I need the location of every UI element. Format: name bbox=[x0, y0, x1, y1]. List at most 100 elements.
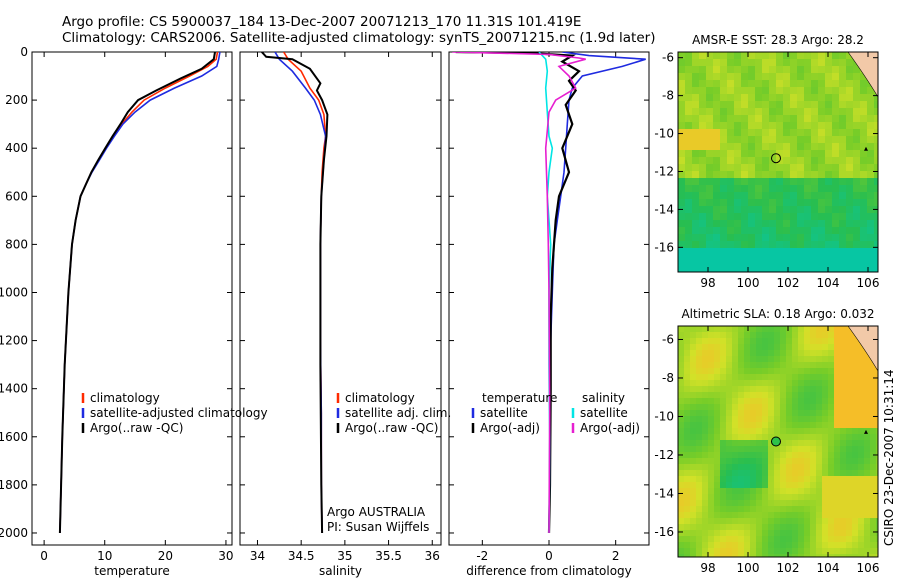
sla-map-cell bbox=[828, 386, 835, 393]
sla-map-cell bbox=[684, 350, 691, 357]
sla-map-cell bbox=[690, 428, 697, 435]
sst-map-cell bbox=[748, 241, 756, 249]
sla-map-cell bbox=[756, 392, 763, 399]
sst-map-cell bbox=[832, 241, 840, 249]
sst-map-cell bbox=[790, 262, 798, 270]
sst-map-cell bbox=[685, 101, 693, 109]
temperature-series-line bbox=[59, 52, 219, 534]
sla-map-cell bbox=[780, 536, 787, 543]
sla-map-cell bbox=[834, 410, 841, 417]
sla-map-cell bbox=[732, 434, 739, 441]
sla-map-cell bbox=[828, 344, 835, 351]
sst-map-cell bbox=[790, 87, 798, 95]
sst-map-cell bbox=[804, 80, 812, 88]
sst-map-cell bbox=[755, 108, 763, 116]
sla-map-cell bbox=[714, 338, 721, 345]
sla-map-cell bbox=[714, 488, 721, 495]
sst-map-cell bbox=[713, 66, 721, 74]
sst-map-cell bbox=[839, 164, 847, 172]
sst-map-cell bbox=[720, 73, 728, 81]
sst-map-cell bbox=[804, 101, 812, 109]
sst-map-cell bbox=[741, 206, 749, 214]
sla-map-cell bbox=[816, 506, 823, 513]
sla-map-cell bbox=[870, 494, 877, 501]
sla-map-cell bbox=[732, 458, 739, 465]
sla-map-cell bbox=[714, 392, 721, 399]
sst-map-cell bbox=[734, 178, 742, 186]
sst-map-cell bbox=[804, 66, 812, 74]
sst-map-cell bbox=[713, 73, 721, 81]
sst-map-cell bbox=[839, 171, 847, 179]
sla-map-cell bbox=[780, 434, 787, 441]
sst-map-cell bbox=[790, 206, 798, 214]
sla-map-cell bbox=[816, 554, 823, 558]
sla-map-cell bbox=[798, 494, 805, 501]
difference-legend-item: satellite bbox=[580, 406, 628, 420]
sla-map-cell bbox=[720, 416, 727, 423]
temperature-legend-item: climatology bbox=[90, 391, 160, 405]
sla-map-cell bbox=[846, 554, 853, 558]
sla-map-cell bbox=[840, 350, 847, 357]
sla-map-cell bbox=[852, 506, 859, 513]
sst-map-cell bbox=[678, 234, 686, 242]
sst-map-cell bbox=[825, 157, 833, 165]
sst-map-cell bbox=[734, 143, 742, 151]
sla-map-cell bbox=[762, 434, 769, 441]
sla-map-cell bbox=[732, 410, 739, 417]
sla-map-cell bbox=[774, 476, 781, 483]
sla-map-cell bbox=[678, 476, 685, 483]
sla-map-cell bbox=[864, 548, 871, 555]
sla-map-cell bbox=[738, 332, 745, 339]
sst-map-cell bbox=[734, 87, 742, 95]
sla-map-cell bbox=[816, 380, 823, 387]
sst-map-cell bbox=[818, 136, 826, 144]
sla-map-cell bbox=[792, 530, 799, 537]
sla-map-cell bbox=[798, 470, 805, 477]
salinity-xlabel: salinity bbox=[319, 564, 362, 578]
sla-map-cell bbox=[816, 518, 823, 525]
sla-map-cell bbox=[786, 368, 793, 375]
sla-map-cell bbox=[798, 518, 805, 525]
sst-map-cell bbox=[727, 80, 735, 88]
sst-map-cell bbox=[720, 199, 728, 207]
sla-map-cell bbox=[840, 530, 847, 537]
sla-map-cell bbox=[756, 434, 763, 441]
sla-map-cell bbox=[798, 398, 805, 405]
sst-map-cell bbox=[678, 101, 686, 109]
sst-map-cell bbox=[818, 248, 826, 256]
sst-map-cell bbox=[846, 52, 854, 60]
sst-map-cell bbox=[748, 269, 756, 273]
sla-map-cell bbox=[756, 404, 763, 411]
sst-map-cell bbox=[846, 234, 854, 242]
sst-map-cell bbox=[818, 241, 826, 249]
sla-map-cell bbox=[708, 530, 715, 537]
sla-map-cell bbox=[834, 398, 841, 405]
sla-map-cell bbox=[720, 548, 727, 555]
sla-map-cell bbox=[840, 446, 847, 453]
sst-map-cell bbox=[748, 220, 756, 228]
sla-map-cell bbox=[870, 476, 877, 483]
sst-map-cell bbox=[706, 59, 714, 67]
sla-map-cell bbox=[762, 536, 769, 543]
sla-map-cell bbox=[744, 356, 751, 363]
sst-map-cell bbox=[818, 150, 826, 158]
difference-xlabel: difference from climatology bbox=[466, 564, 632, 578]
sla-map-cell bbox=[708, 344, 715, 351]
sst-map-cell bbox=[755, 262, 763, 270]
sla-map-cell bbox=[870, 362, 877, 369]
sla-map-cell bbox=[762, 518, 769, 525]
sst-map-cell bbox=[706, 80, 714, 88]
sst-map-cell bbox=[853, 255, 861, 263]
sla-map-cell bbox=[834, 344, 841, 351]
sst-map-cell bbox=[720, 101, 728, 109]
sst-map-cell bbox=[867, 192, 875, 200]
sla-map-cell bbox=[798, 422, 805, 429]
sst-map-cell bbox=[811, 178, 819, 186]
sla-map-cell bbox=[804, 428, 811, 435]
sst-map-cell bbox=[804, 150, 812, 158]
sla-map-cell bbox=[804, 434, 811, 441]
sst-map-cell bbox=[839, 108, 847, 116]
sla-map-cell bbox=[684, 338, 691, 345]
sla-map-cell bbox=[684, 332, 691, 339]
sst-map-cell bbox=[748, 52, 756, 60]
